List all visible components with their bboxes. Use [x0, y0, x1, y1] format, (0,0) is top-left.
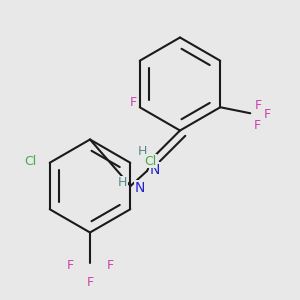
- Text: F: F: [255, 99, 262, 112]
- Text: H: H: [118, 176, 128, 190]
- Text: F: F: [253, 119, 260, 132]
- Text: F: F: [106, 259, 114, 272]
- Text: Cl: Cl: [24, 155, 36, 168]
- Text: N: N: [135, 181, 146, 194]
- Text: F: F: [130, 96, 137, 109]
- Text: Cl: Cl: [144, 155, 156, 168]
- Text: N: N: [150, 163, 160, 176]
- Text: F: F: [66, 259, 74, 272]
- Text: H: H: [138, 145, 147, 158]
- Text: F: F: [264, 108, 271, 121]
- Text: F: F: [86, 276, 94, 289]
